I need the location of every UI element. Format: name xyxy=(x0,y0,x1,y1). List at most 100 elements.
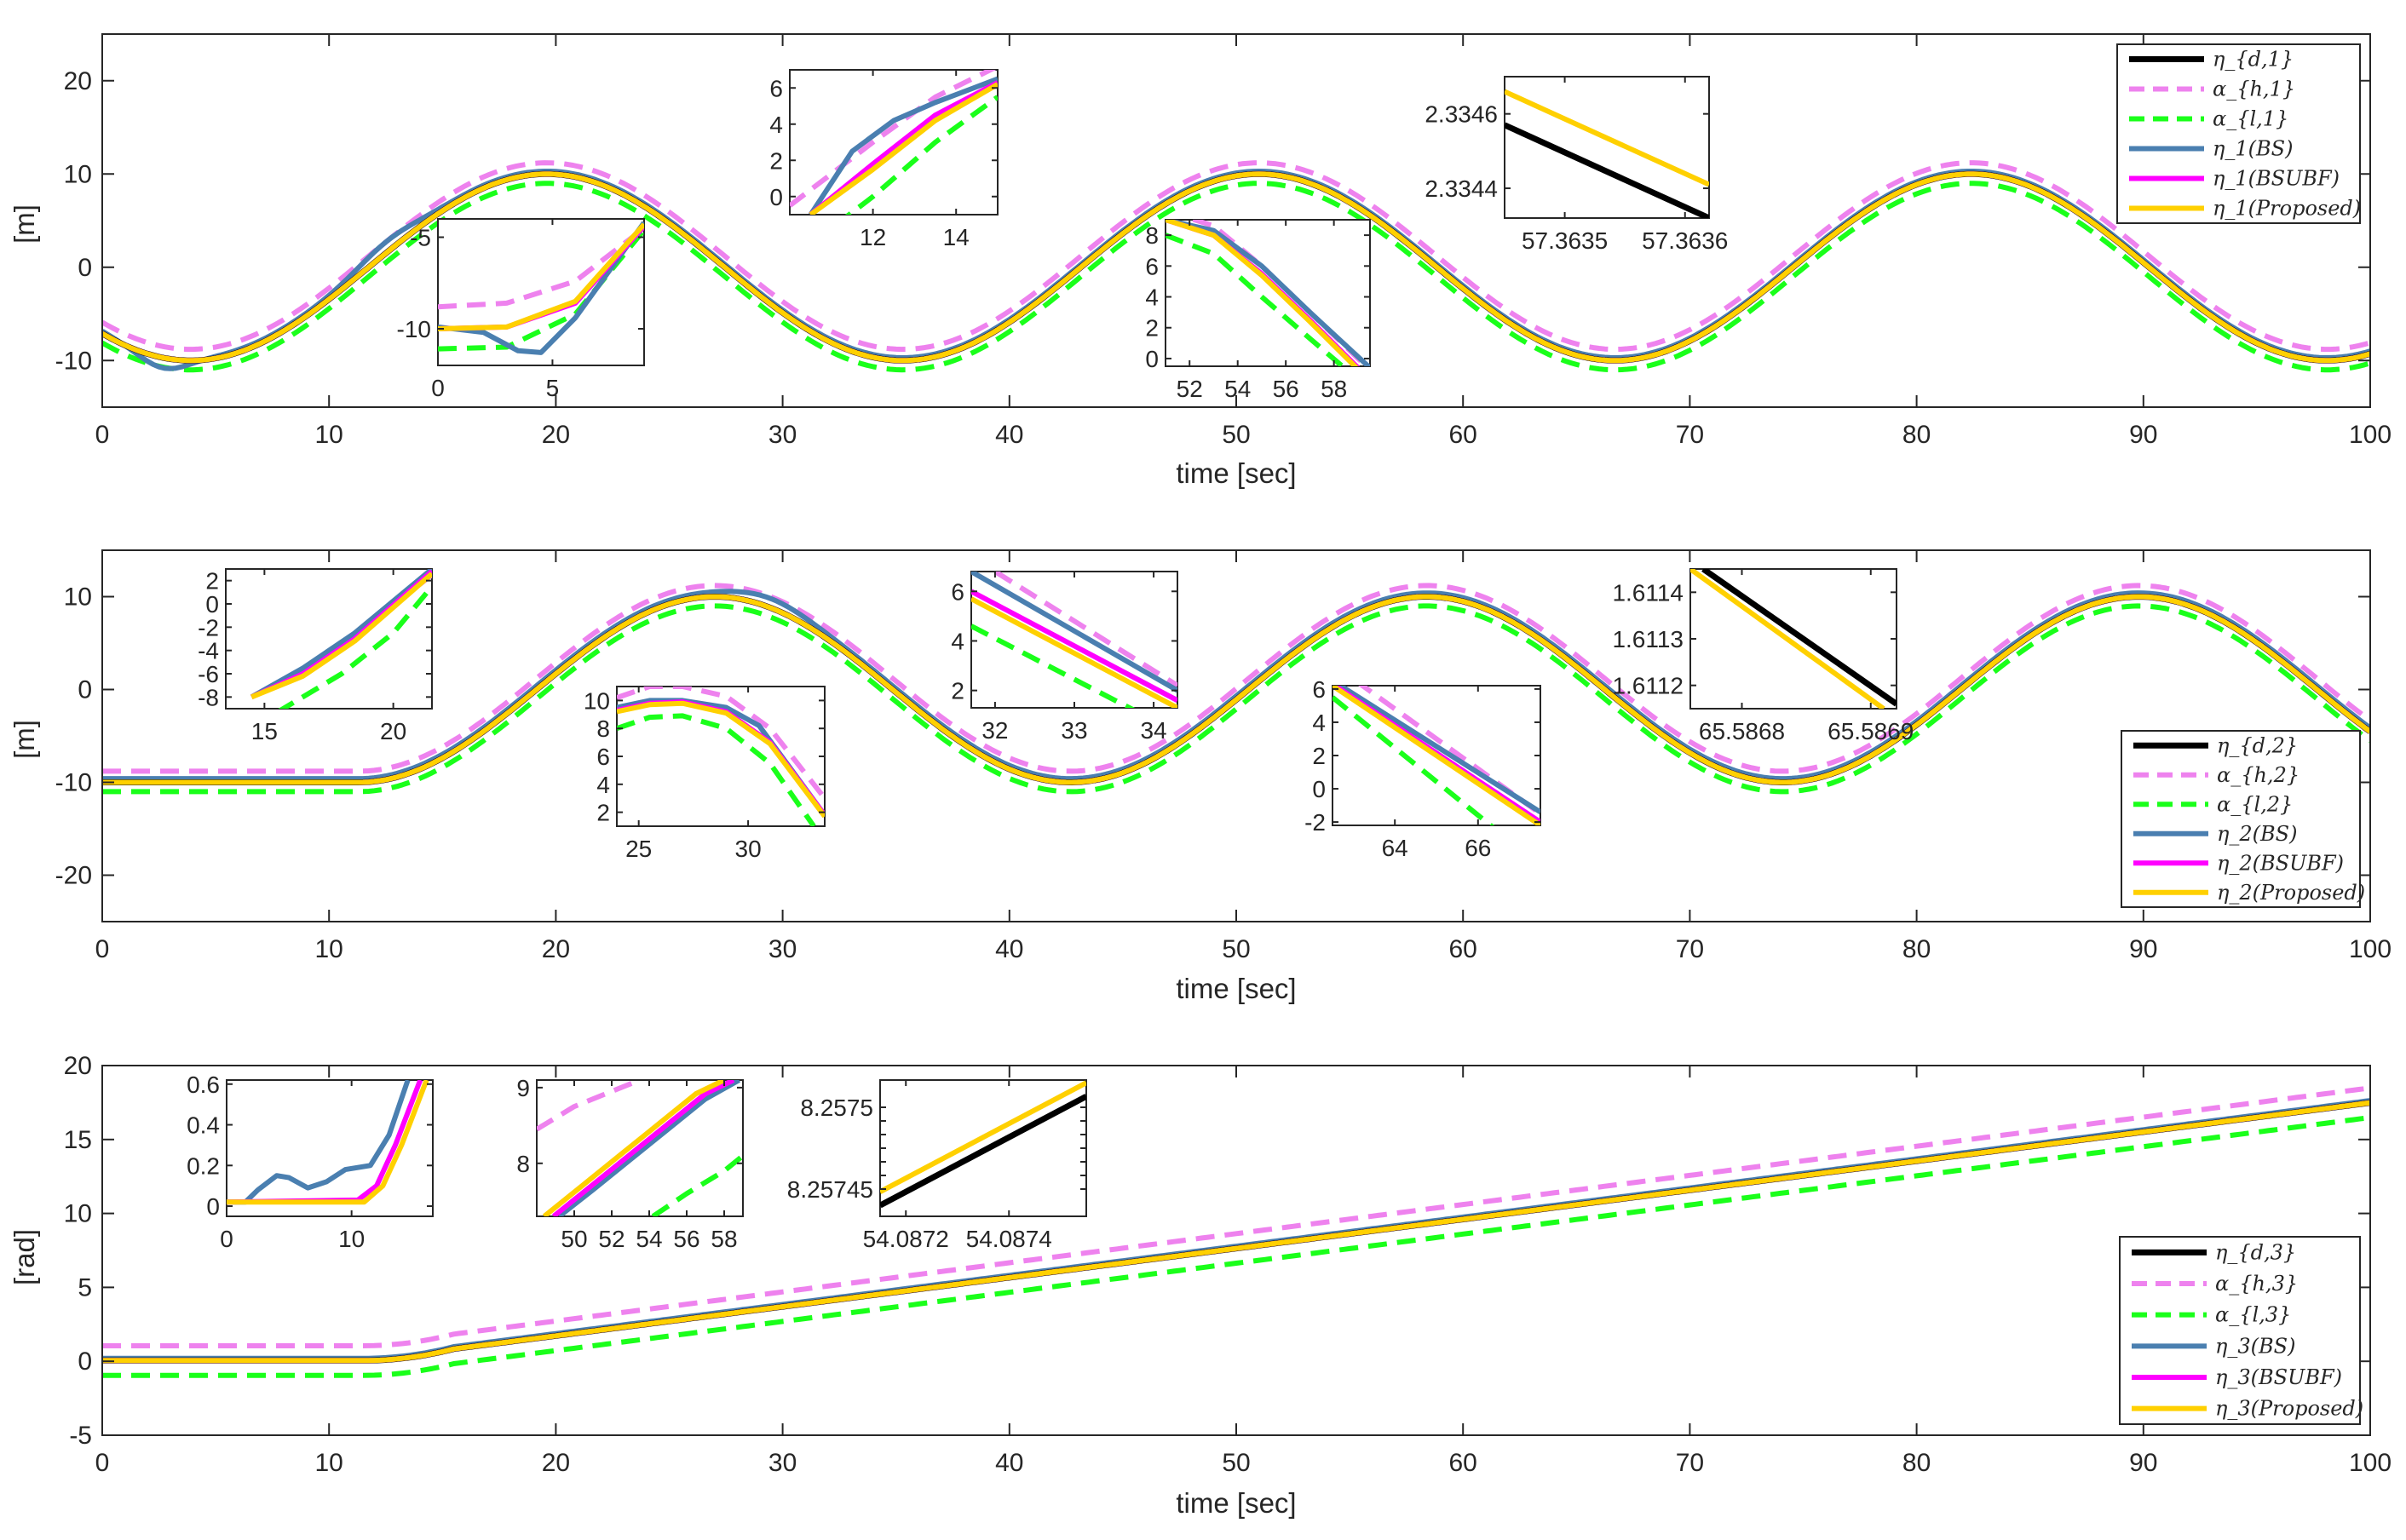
x-tick-label: 10 xyxy=(315,935,343,963)
x-tick-label: 10 xyxy=(315,1449,343,1477)
inset-x-tick-label: 0 xyxy=(220,1226,233,1252)
x-tick-label: 20 xyxy=(542,935,570,963)
inset-series-lower xyxy=(971,623,1136,708)
panel-eta2-ylabel: [m] xyxy=(9,720,40,759)
x-tick-label: 80 xyxy=(1902,1449,1931,1477)
inset-y-tick-label: 4 xyxy=(1312,710,1326,736)
inset-series-bs xyxy=(971,572,1177,693)
inset-series-proposed xyxy=(809,82,998,215)
inset-2: 32 33 34 2 4 6 xyxy=(951,571,1178,744)
inset-y-tick-label: 8 xyxy=(1145,222,1159,249)
y-tick-label: 15 xyxy=(64,1126,92,1154)
series-upper xyxy=(102,160,2370,353)
series-proposed xyxy=(102,1100,2370,1364)
inset-curves xyxy=(227,1080,429,1205)
y-tick-label: 10 xyxy=(64,1200,92,1228)
inset-curves xyxy=(790,70,998,215)
inset-x-tick-label: 54 xyxy=(636,1226,662,1252)
inset-x-tick-label: 50 xyxy=(561,1226,587,1252)
inset-y-tick-label: 2 xyxy=(1145,315,1159,342)
inset-x-tick-label: 34 xyxy=(1140,717,1166,744)
inset-series-ref xyxy=(1701,569,1897,707)
inset-series-ref xyxy=(880,1094,1086,1209)
inset-y-tick-label: 0 xyxy=(1312,776,1326,802)
inset-4: 64 66 -2 0 2 4 6 xyxy=(1304,676,1541,861)
legend-label-bsubf: η_1(BSUBF) xyxy=(2213,167,2340,191)
inset-series-upper xyxy=(617,687,825,801)
legend-label-proposed: η_1(Proposed) xyxy=(2213,197,2361,221)
x-tick-label: 10 xyxy=(315,421,343,449)
inset-y-tick-label: -8 xyxy=(198,684,219,710)
inset-series-lower xyxy=(651,1153,743,1216)
inset-1: 50 52 54 56 58 8 9 xyxy=(516,1075,744,1252)
inset-y-tick-label: 2.3344 xyxy=(1425,175,1498,202)
panel-eta1-insets: 0 5 -10 -5 12 14 0 2 4 6 57.3635 57.3636 2.3344 2.334… xyxy=(397,69,1728,402)
inset-x-tick-label: 32 xyxy=(981,717,1008,744)
x-tick-label: 0 xyxy=(95,421,110,449)
inset-curves xyxy=(880,1080,1086,1209)
inset-y-tick-label: 0.6 xyxy=(187,1072,220,1098)
x-tick-label: 90 xyxy=(2129,935,2157,963)
legend-label-bsubf: η_3(BSUBF) xyxy=(2215,1365,2342,1389)
inset-series-upper xyxy=(537,1080,642,1132)
inset-y-tick-label: 10 xyxy=(584,687,610,714)
inset-series-proposed xyxy=(880,1080,1086,1194)
inset-x-tick-label: 58 xyxy=(711,1226,737,1252)
inset-y-tick-label: -10 xyxy=(397,316,431,342)
inset-0: 15 20 -8-6-4-202 xyxy=(198,568,433,744)
inset-y-tick-label: 4 xyxy=(596,772,610,798)
panel-eta1-xlabel: time [sec] xyxy=(1176,457,1296,489)
inset-y-tick-label: 1.6113 xyxy=(1612,626,1684,652)
inset-x-tick-label: 12 xyxy=(860,224,886,250)
y-tick-label: 10 xyxy=(64,583,92,612)
inset-series-upper xyxy=(790,70,997,208)
inset-x-tick-label: 5 xyxy=(546,375,560,401)
inset-series-lower xyxy=(844,95,998,215)
x-tick-label: 60 xyxy=(1449,421,1477,449)
x-tick-label: 50 xyxy=(1222,1449,1250,1477)
series-bs xyxy=(102,1098,2370,1361)
inset-x-tick-label: 64 xyxy=(1382,835,1408,861)
y-tick-label: -20 xyxy=(55,862,92,890)
series-upper xyxy=(102,1085,2370,1348)
inset-frame xyxy=(1165,219,1371,367)
inset-y-tick-label: 1.6114 xyxy=(1612,579,1684,606)
x-tick-label: 60 xyxy=(1449,1449,1477,1477)
inset-x-tick-label: 65.5868 xyxy=(1699,718,1785,744)
inset-y-tick-label: 2 xyxy=(596,800,610,826)
series-proposed xyxy=(102,171,2370,364)
inset-series-bsubf xyxy=(551,1080,735,1216)
legend-box xyxy=(2119,1236,2361,1425)
x-tick-label: 40 xyxy=(995,421,1023,449)
inset-x-tick-label: 0 xyxy=(431,375,445,401)
y-tick-label: -5 xyxy=(69,1422,92,1450)
legend-label-ref: η_{d,3} xyxy=(2215,1240,2296,1264)
inset-y-tick-label: -2 xyxy=(198,614,219,641)
panel-eta1-series xyxy=(102,160,2370,373)
series-lower xyxy=(102,181,2370,373)
y-tick-label: 20 xyxy=(64,67,92,95)
inset-series-proposed xyxy=(1166,220,1359,366)
inset-x-tick-label: 57.3635 xyxy=(1522,227,1608,254)
x-tick-label: 0 xyxy=(95,1449,110,1477)
legend-label-upper: α_{h,2} xyxy=(2217,763,2300,787)
inset-y-tick-label: 2.3346 xyxy=(1425,101,1498,128)
panel-eta2-series xyxy=(102,583,2370,795)
inset-x-tick-label: 10 xyxy=(338,1226,365,1252)
legend-label-bs: η_1(BS) xyxy=(2213,137,2293,161)
panel-eta2-xlabel: time [sec] xyxy=(1176,973,1296,1004)
inset-series-lower xyxy=(1166,233,1347,366)
legend-box xyxy=(2121,730,2361,908)
inset-series-upper xyxy=(990,572,1177,688)
inset-y-tick-label: 2 xyxy=(951,678,964,704)
inset-0: 0 10 0 0.2 0.4 0.6 xyxy=(187,1072,434,1252)
inset-series-proposed xyxy=(1505,89,1709,187)
inset-series-proposed xyxy=(617,700,825,819)
legend-label-upper: α_{h,3} xyxy=(2215,1272,2298,1296)
inset-3: 52 54 56 58 0 2 4 6 8 xyxy=(1145,219,1371,402)
